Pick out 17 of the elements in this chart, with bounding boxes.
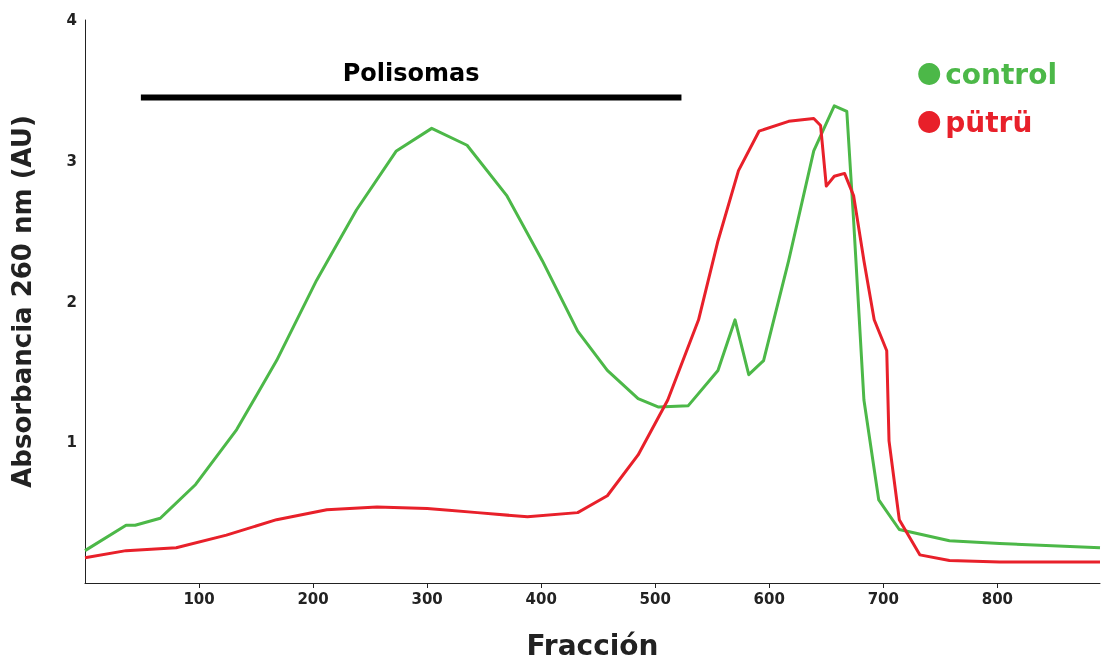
x-tick-label: 500	[639, 589, 671, 608]
x-tick-label: 700	[867, 589, 899, 608]
x-tick-label: 100	[183, 589, 215, 608]
x-tick-label: 300	[411, 589, 443, 608]
x-tick-label: 600	[753, 589, 785, 608]
x-tick-label: 800	[981, 589, 1014, 608]
legend-label: control	[945, 57, 1057, 91]
y-tick-label: 2	[66, 292, 77, 311]
y-axis-title: Absorbancia 260 nm (AU)	[7, 115, 37, 488]
y-tick-label: 1	[66, 433, 77, 452]
x-axis-title: Fracción	[526, 628, 659, 662]
y-tick-label: 4	[66, 11, 77, 29]
x-tick-label: 400	[525, 589, 557, 608]
annotation: Polisomas	[342, 59, 480, 88]
y-tick-label: 3	[66, 151, 77, 170]
legend-label: pütrü	[945, 105, 1033, 139]
x-tick-label: 200	[297, 589, 329, 608]
